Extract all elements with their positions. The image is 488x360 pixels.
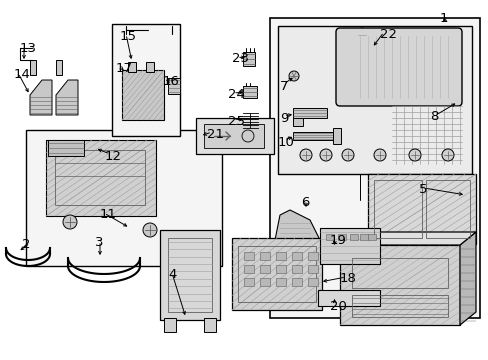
FancyBboxPatch shape	[335, 28, 461, 106]
Text: 22: 22	[379, 28, 396, 41]
Bar	[275, 265, 285, 273]
Text: 24: 24	[227, 88, 244, 101]
Circle shape	[288, 71, 298, 81]
Bar	[128, 62, 136, 72]
Circle shape	[142, 223, 157, 237]
Circle shape	[299, 149, 311, 161]
Bar	[244, 252, 253, 260]
Polygon shape	[56, 80, 78, 115]
Text: 20: 20	[329, 300, 346, 313]
Polygon shape	[459, 232, 475, 325]
Bar	[349, 234, 357, 240]
Bar	[367, 234, 375, 240]
Text: 18: 18	[339, 272, 356, 285]
Bar	[307, 278, 317, 286]
Text: 13: 13	[20, 42, 37, 55]
Circle shape	[408, 149, 420, 161]
Bar	[48, 140, 84, 156]
Text: 8: 8	[429, 110, 437, 123]
Bar	[291, 252, 302, 260]
Bar	[275, 252, 285, 260]
Text: 12: 12	[105, 150, 122, 163]
Text: 7: 7	[280, 80, 288, 93]
Text: 2: 2	[22, 238, 30, 251]
Bar	[292, 132, 332, 140]
Text: 9: 9	[280, 112, 288, 125]
Text: 25: 25	[227, 115, 244, 128]
Bar	[275, 278, 285, 286]
Text: 19: 19	[329, 234, 346, 247]
Bar	[367, 174, 475, 244]
Polygon shape	[30, 60, 36, 75]
Polygon shape	[56, 60, 62, 75]
Bar	[168, 238, 212, 312]
Polygon shape	[274, 210, 319, 265]
Bar	[244, 278, 253, 286]
Bar	[260, 265, 269, 273]
Bar	[292, 118, 303, 126]
Circle shape	[63, 215, 77, 229]
Text: 6: 6	[301, 196, 309, 209]
Text: 14: 14	[14, 68, 31, 81]
Bar	[337, 234, 346, 240]
Text: 23: 23	[231, 52, 248, 65]
Bar	[325, 234, 333, 240]
Bar	[26, 130, 222, 266]
Bar	[243, 86, 257, 98]
Text: 4: 4	[168, 268, 176, 281]
Text: 11: 11	[100, 208, 117, 221]
Text: 17: 17	[116, 62, 133, 75]
Bar	[351, 295, 447, 317]
Bar	[244, 265, 253, 273]
Circle shape	[441, 149, 453, 161]
Bar	[196, 118, 273, 154]
Polygon shape	[339, 232, 475, 245]
Text: 21: 21	[206, 128, 224, 141]
Bar	[243, 52, 254, 66]
Circle shape	[341, 149, 353, 161]
Circle shape	[242, 130, 253, 142]
Bar	[292, 108, 326, 118]
Bar	[146, 62, 154, 72]
Bar	[319, 228, 379, 264]
Text: 16: 16	[163, 75, 180, 88]
Polygon shape	[30, 80, 52, 115]
Bar	[307, 252, 317, 260]
Bar	[278, 26, 471, 174]
Bar	[260, 252, 269, 260]
Bar	[291, 278, 302, 286]
Circle shape	[373, 149, 385, 161]
Bar	[260, 278, 269, 286]
Bar	[122, 70, 163, 120]
Bar	[203, 124, 264, 148]
Bar	[269, 18, 479, 318]
Bar	[317, 290, 379, 306]
Bar	[359, 234, 367, 240]
Bar	[332, 128, 340, 144]
Bar	[163, 318, 176, 332]
Text: 10: 10	[278, 136, 294, 149]
Polygon shape	[349, 28, 373, 76]
Bar	[351, 258, 447, 288]
Bar	[46, 140, 156, 216]
Bar	[168, 78, 180, 94]
Text: 1: 1	[439, 12, 447, 25]
Bar	[55, 150, 145, 205]
Bar	[112, 24, 180, 136]
Bar	[203, 318, 216, 332]
Text: 5: 5	[418, 183, 427, 196]
Text: 3: 3	[95, 236, 103, 249]
Text: 15: 15	[120, 30, 137, 43]
Bar	[339, 245, 459, 325]
Bar	[160, 230, 220, 320]
Bar	[238, 246, 315, 302]
Bar	[307, 265, 317, 273]
Bar	[291, 265, 302, 273]
Circle shape	[319, 149, 331, 161]
Bar	[231, 238, 321, 310]
Bar	[425, 180, 469, 238]
Bar	[373, 180, 421, 238]
